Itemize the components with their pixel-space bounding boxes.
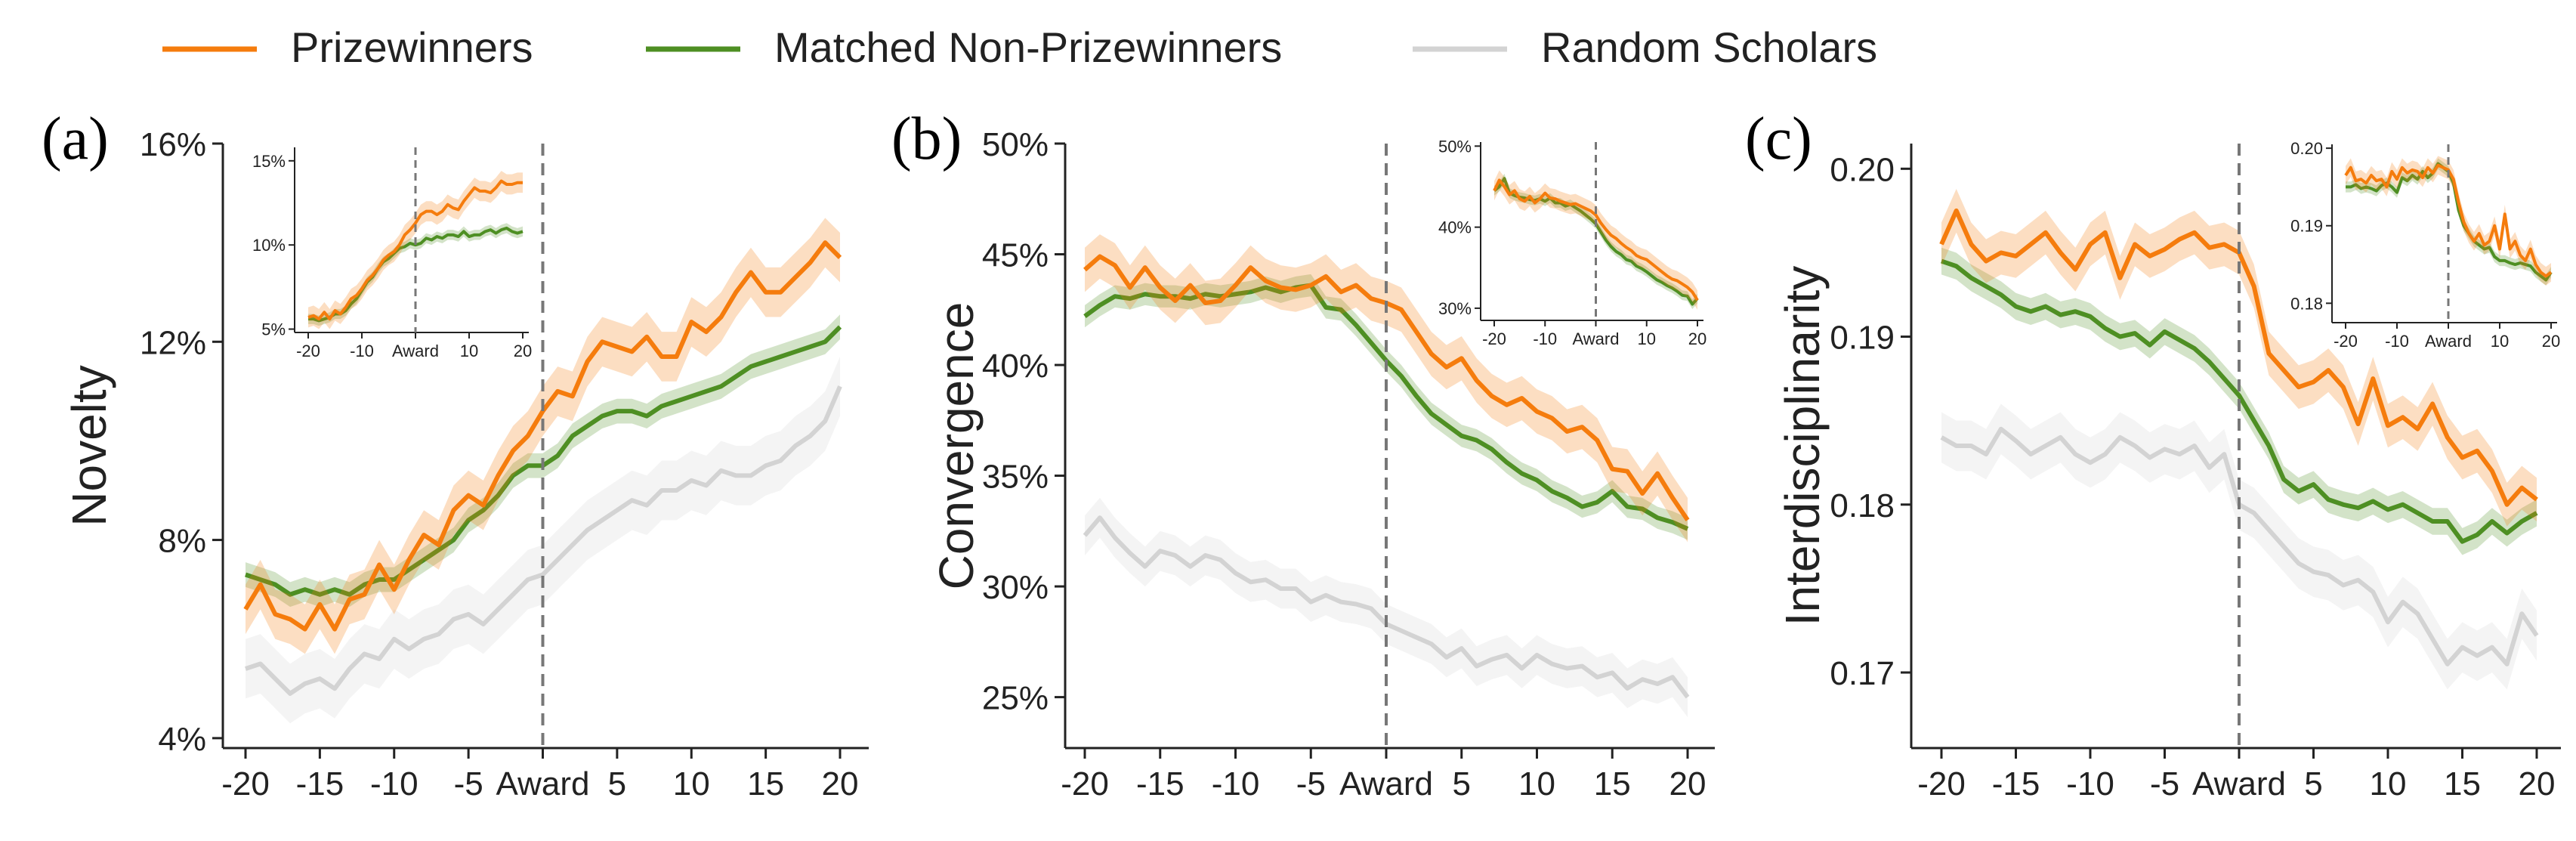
series-2-line: [245, 385, 842, 696]
x-tick-label: -5: [1296, 765, 1326, 802]
inset-y-tick-label: 10%: [252, 236, 286, 255]
inset-x-tick-label: Award: [392, 342, 439, 360]
x-tick-label: -10: [2066, 765, 2114, 802]
x-tick-label: Award: [2192, 765, 2286, 802]
y-tick-label: 16%: [140, 126, 206, 163]
series-0-band: [1085, 234, 1688, 543]
y-tick-label: 0.17: [1830, 655, 1895, 692]
inset-x-tick-label: 20: [514, 342, 532, 360]
y-tick-label: 35%: [982, 459, 1049, 496]
x-tick-label: 5: [2304, 765, 2322, 802]
series-0-band: [1941, 189, 2537, 527]
x-tick-label: 5: [608, 765, 626, 802]
inset-x-tick-label: -20: [296, 342, 320, 360]
inset-x-tick-label: 20: [1688, 329, 1707, 348]
x-tick-label: -10: [370, 765, 419, 802]
series-1-line: [1941, 258, 2538, 544]
x-tick-label: Award: [1339, 765, 1433, 802]
inset-x-tick-label: Award: [2425, 332, 2472, 351]
panel-2: 0.17 0.18 0.19 0.20 -20 -15 -10 -5 Award 5 10 15 20 I…: [1745, 106, 2561, 802]
legend-label-2: Random Scholars: [1541, 23, 1877, 71]
x-tick-label: 10: [673, 765, 710, 802]
inset: 0.18 0.19 0.20 -20 -10 Award 10 20: [2290, 139, 2560, 351]
inset-y-tick-label: 40%: [1438, 218, 1472, 237]
x-tick-label: -20: [1917, 765, 1966, 802]
inset-x-tick-label: -10: [350, 342, 374, 360]
y-tick-label: 12%: [140, 324, 206, 361]
inset: 30% 40% 50% -20 -10 Award 10 20: [1438, 137, 1707, 348]
inset-x-tick-label: -20: [2334, 332, 2358, 351]
y-axis-label: Interdisciplinarity: [1775, 266, 1830, 626]
y-tick-label: 40%: [982, 348, 1049, 385]
series-1-band: [1085, 274, 1688, 540]
series-0-line: [243, 240, 842, 632]
y-tick-label: 0.20: [1830, 151, 1895, 188]
inset-series-1-band: [1494, 173, 1697, 309]
inset-x-tick-label: 10: [1638, 329, 1656, 348]
x-tick-label: -5: [2150, 765, 2179, 802]
inset-y-tick-label: 0.20: [2290, 139, 2323, 158]
x-tick-label: 10: [1518, 765, 1555, 802]
inset-y-tick-label: 0.19: [2290, 217, 2323, 236]
x-tick-label: 10: [2370, 765, 2407, 802]
y-axis-label: Novelty: [62, 365, 116, 526]
y-tick-label: 30%: [982, 569, 1049, 606]
y-tick-label: 45%: [982, 237, 1049, 274]
inset-x-tick-label: 20: [2542, 332, 2560, 351]
panel-1: 25% 30% 35% 40% 45% 50% -20 -15 -10 -5 Award 5 10 15 2…: [891, 106, 1715, 802]
y-tick-label: 8%: [158, 523, 206, 560]
inset-x-tick-label: -10: [1533, 329, 1557, 348]
inset-series-0-line: [1493, 178, 1699, 301]
panel-label: (c): [1745, 106, 1812, 172]
inset-y-tick-label: 15%: [252, 152, 286, 171]
inset-x-tick-label: -10: [2385, 332, 2409, 351]
inset: 5% 10% 15% -20 -10 Award 10 20: [252, 147, 532, 360]
panel-0: 4% 8% 12% 16% -20 -15 -10 -5 Award 5 10 15 20 Novelty…: [42, 106, 869, 802]
x-tick-label: -15: [296, 765, 344, 802]
x-tick-label: -20: [1061, 765, 1109, 802]
y-tick-label: 0.18: [1830, 487, 1895, 524]
inset-y-tick-label: 5%: [261, 320, 286, 339]
legend-label-1: Matched Non-Prizewinners: [774, 23, 1282, 71]
y-tick-label: 4%: [158, 721, 206, 758]
inset-x-tick-label: 10: [2491, 332, 2509, 351]
inset-x-tick-label: -20: [1482, 329, 1506, 348]
x-tick-label: 15: [1594, 765, 1631, 802]
inset-x-tick-label: Award: [1573, 329, 1620, 348]
panel-label: (b): [891, 106, 962, 172]
inset-y-tick-label: 0.18: [2290, 294, 2323, 313]
x-tick-label: Award: [496, 765, 590, 802]
inset-series-0-line: [307, 179, 523, 321]
legend-label-0: Prizewinners: [291, 23, 533, 71]
y-tick-label: 50%: [982, 126, 1049, 163]
x-tick-label: -15: [1136, 765, 1185, 802]
x-tick-label: -5: [454, 765, 483, 802]
y-tick-label: 0.19: [1830, 320, 1895, 357]
x-tick-label: -15: [1992, 765, 2040, 802]
inset-x-tick-label: 10: [460, 342, 478, 360]
y-axis-label: Convergence: [929, 302, 984, 590]
x-tick-label: 20: [1669, 765, 1707, 802]
panel-label: (a): [42, 106, 109, 172]
inset-series-0-line: [2344, 163, 2553, 278]
inset-series-0-band: [1494, 170, 1697, 311]
inset-y-tick-label: 50%: [1438, 137, 1472, 156]
inset-series-0-band: [2346, 156, 2551, 286]
x-tick-label: 20: [2519, 765, 2556, 802]
x-tick-label: 20: [822, 765, 859, 802]
legend: Prizewinners Matched Non-Prizewinners Rand…: [162, 23, 1877, 71]
x-tick-label: -10: [1212, 765, 1260, 802]
x-tick-label: 15: [747, 765, 784, 802]
series-2-band: [246, 356, 840, 724]
x-tick-label: 15: [2444, 765, 2481, 802]
x-tick-label: -20: [221, 765, 270, 802]
x-tick-label: 5: [1453, 765, 1471, 802]
inset-y-tick-label: 30%: [1438, 299, 1472, 318]
panels: 4% 8% 12% 16% -20 -15 -10 -5 Award 5 10 15 20 Novelty…: [42, 106, 2561, 802]
y-tick-label: 25%: [982, 680, 1049, 717]
